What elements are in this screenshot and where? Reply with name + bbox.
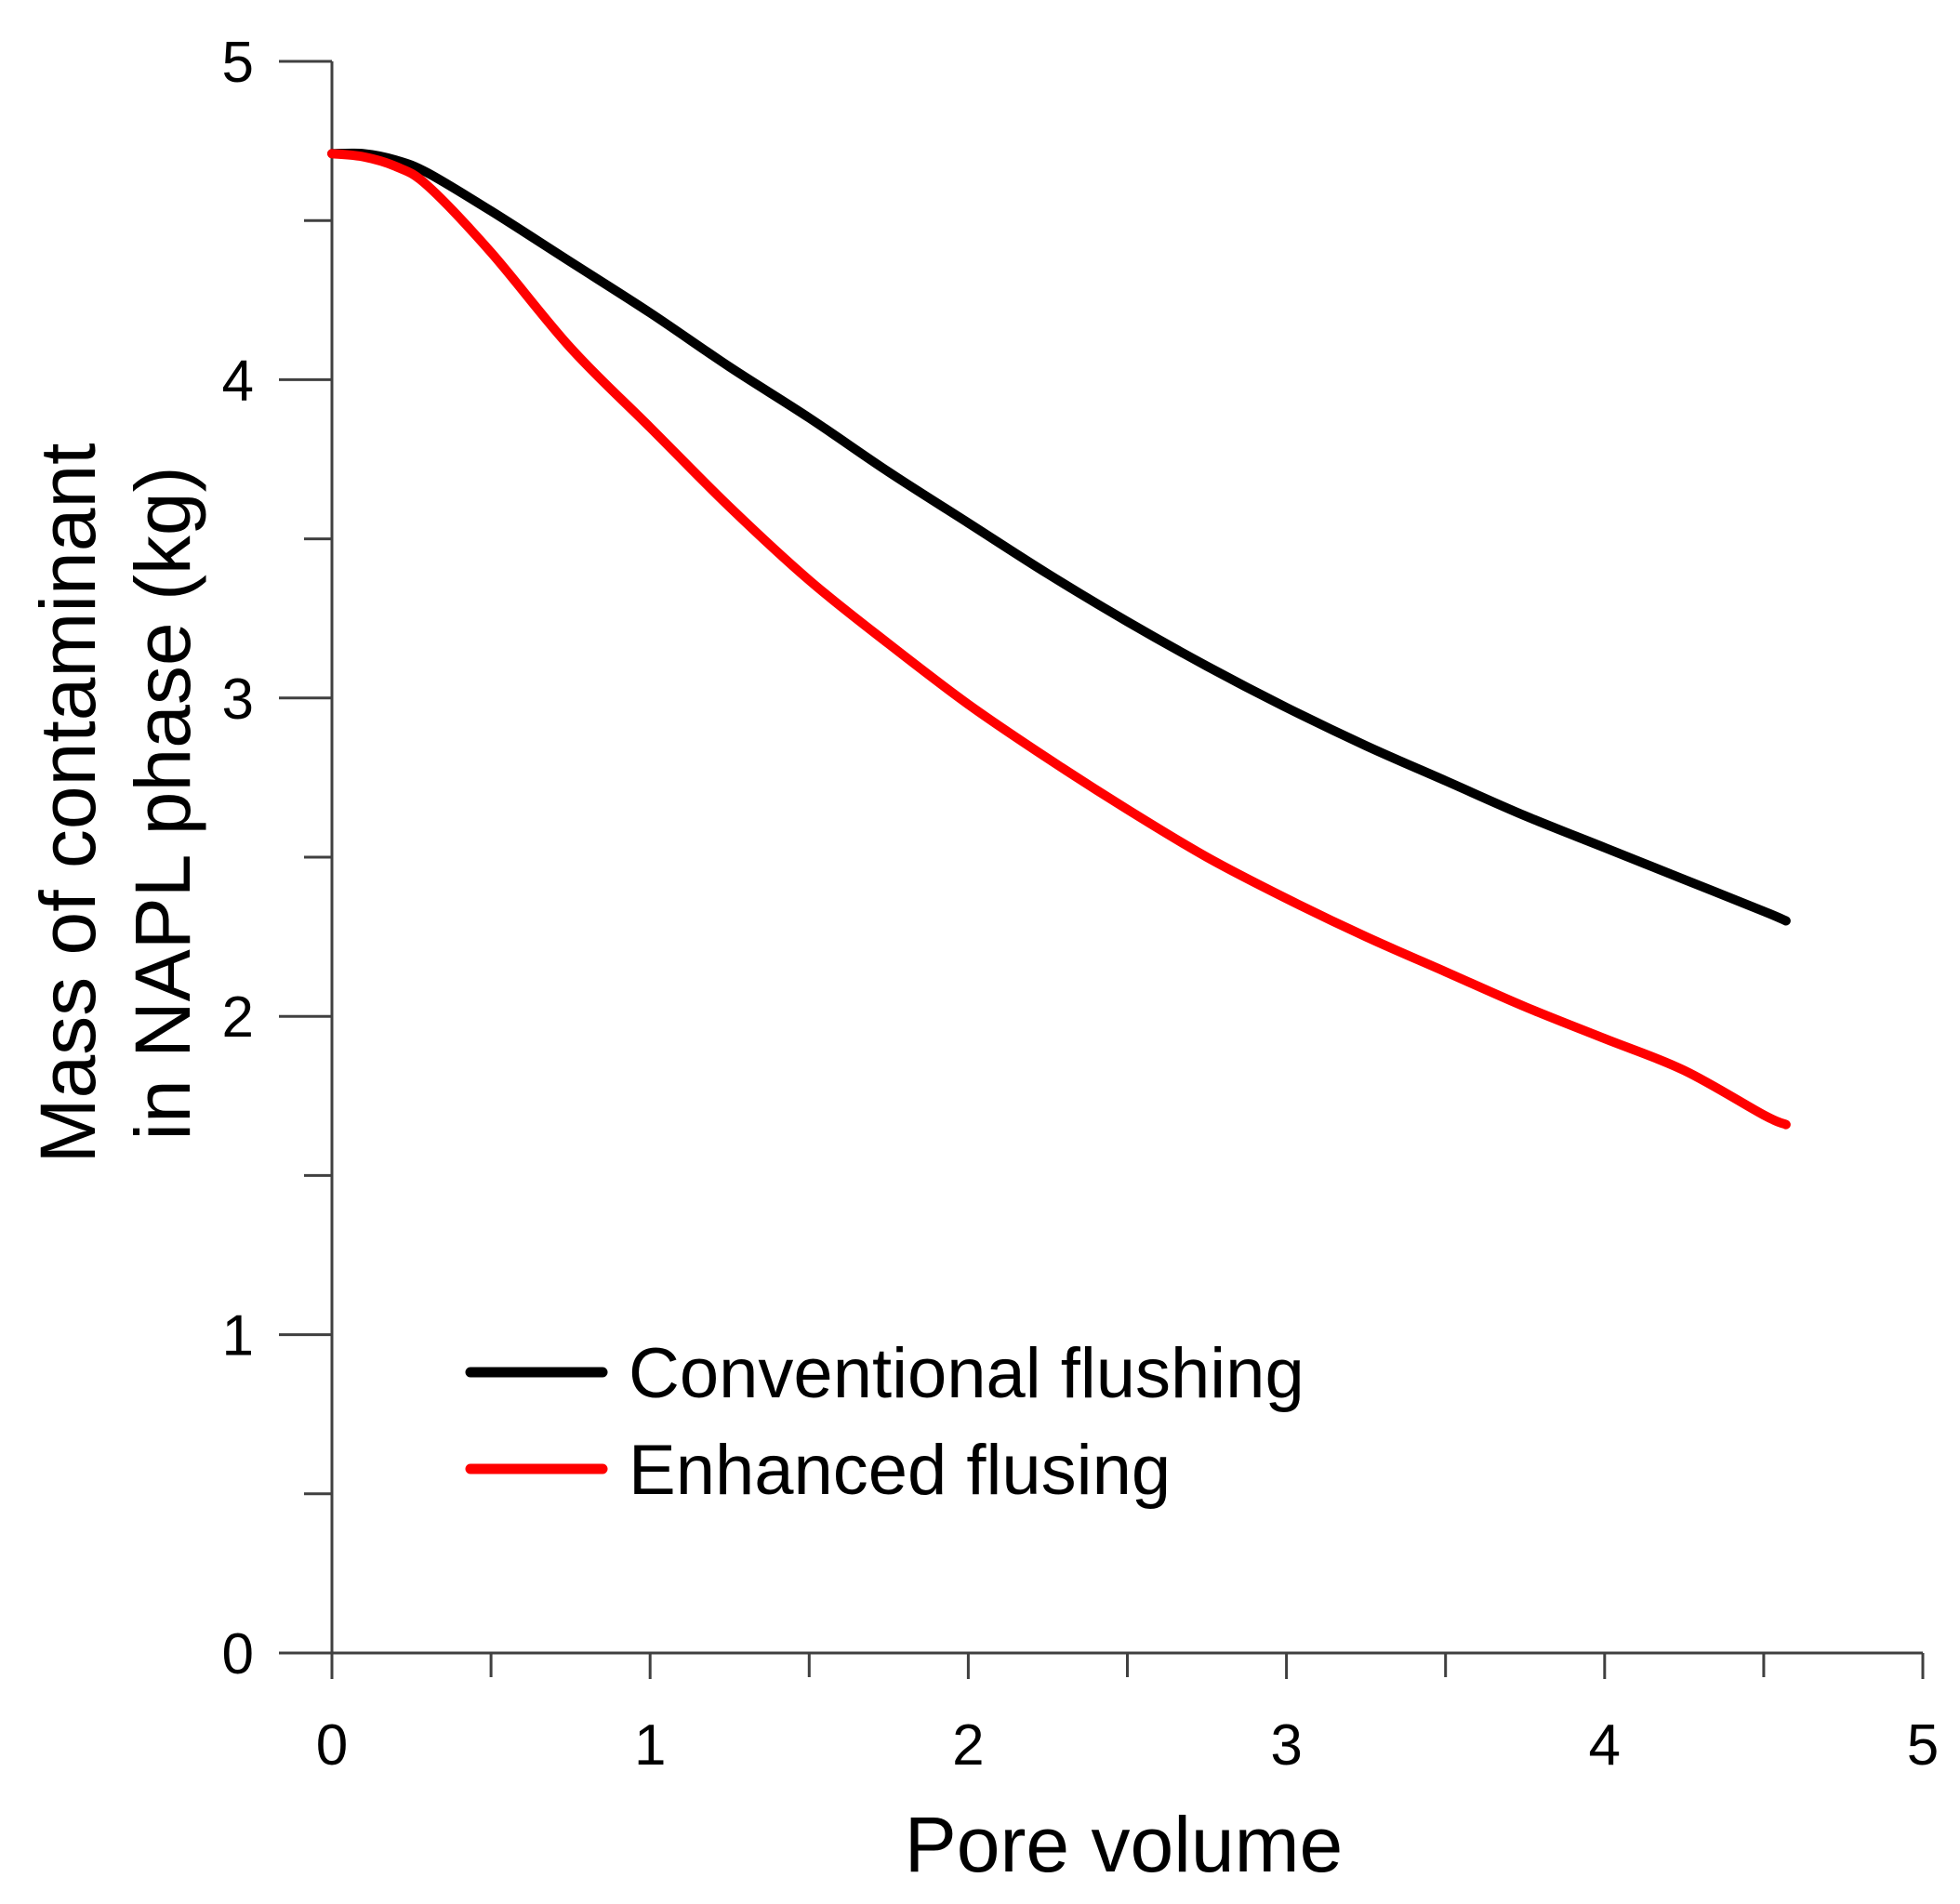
legend: Conventional flushing Enhanced flusing bbox=[465, 1334, 1304, 1510]
legend-label-conventional: Conventional flushing bbox=[629, 1334, 1304, 1413]
x-axis-title: Pore volume bbox=[905, 1801, 1344, 1888]
y-axis-title-line-1: Mass of contaminant bbox=[24, 443, 112, 1163]
y-tick-label: 1 bbox=[222, 1304, 254, 1368]
x-tick-label: 3 bbox=[1270, 1713, 1302, 1778]
series-line-enhanced bbox=[327, 149, 1791, 1130]
x-tick-label: 1 bbox=[634, 1713, 666, 1778]
legend-label-enhanced: Enhanced flusing bbox=[629, 1431, 1171, 1510]
x-tick-label: 5 bbox=[1907, 1713, 1939, 1778]
y-tick-label: 3 bbox=[222, 668, 254, 732]
plot-series bbox=[327, 148, 1791, 1130]
x-axis-ticks: 0 1 2 3 4 5 bbox=[316, 1653, 1939, 1778]
y-axis-title-line-2: in NAPL phase (kg) bbox=[119, 466, 206, 1140]
x-tick-label: 0 bbox=[316, 1713, 348, 1778]
axes: 0 1 2 3 4 5 0 1 2 3 4 5 bbox=[222, 31, 1940, 1778]
y-axis-ticks: 0 1 2 3 4 5 bbox=[222, 31, 332, 1686]
y-tick-label: 4 bbox=[222, 349, 254, 413]
series-line-conventional bbox=[327, 148, 1791, 926]
y-axis-title: Mass of contaminant in NAPL phase (kg) bbox=[24, 443, 206, 1163]
x-tick-label: 4 bbox=[1589, 1713, 1621, 1778]
y-tick-label: 5 bbox=[222, 31, 254, 95]
x-tick-label: 2 bbox=[952, 1713, 984, 1778]
y-tick-label: 0 bbox=[222, 1622, 254, 1686]
y-tick-label: 2 bbox=[222, 985, 254, 1050]
